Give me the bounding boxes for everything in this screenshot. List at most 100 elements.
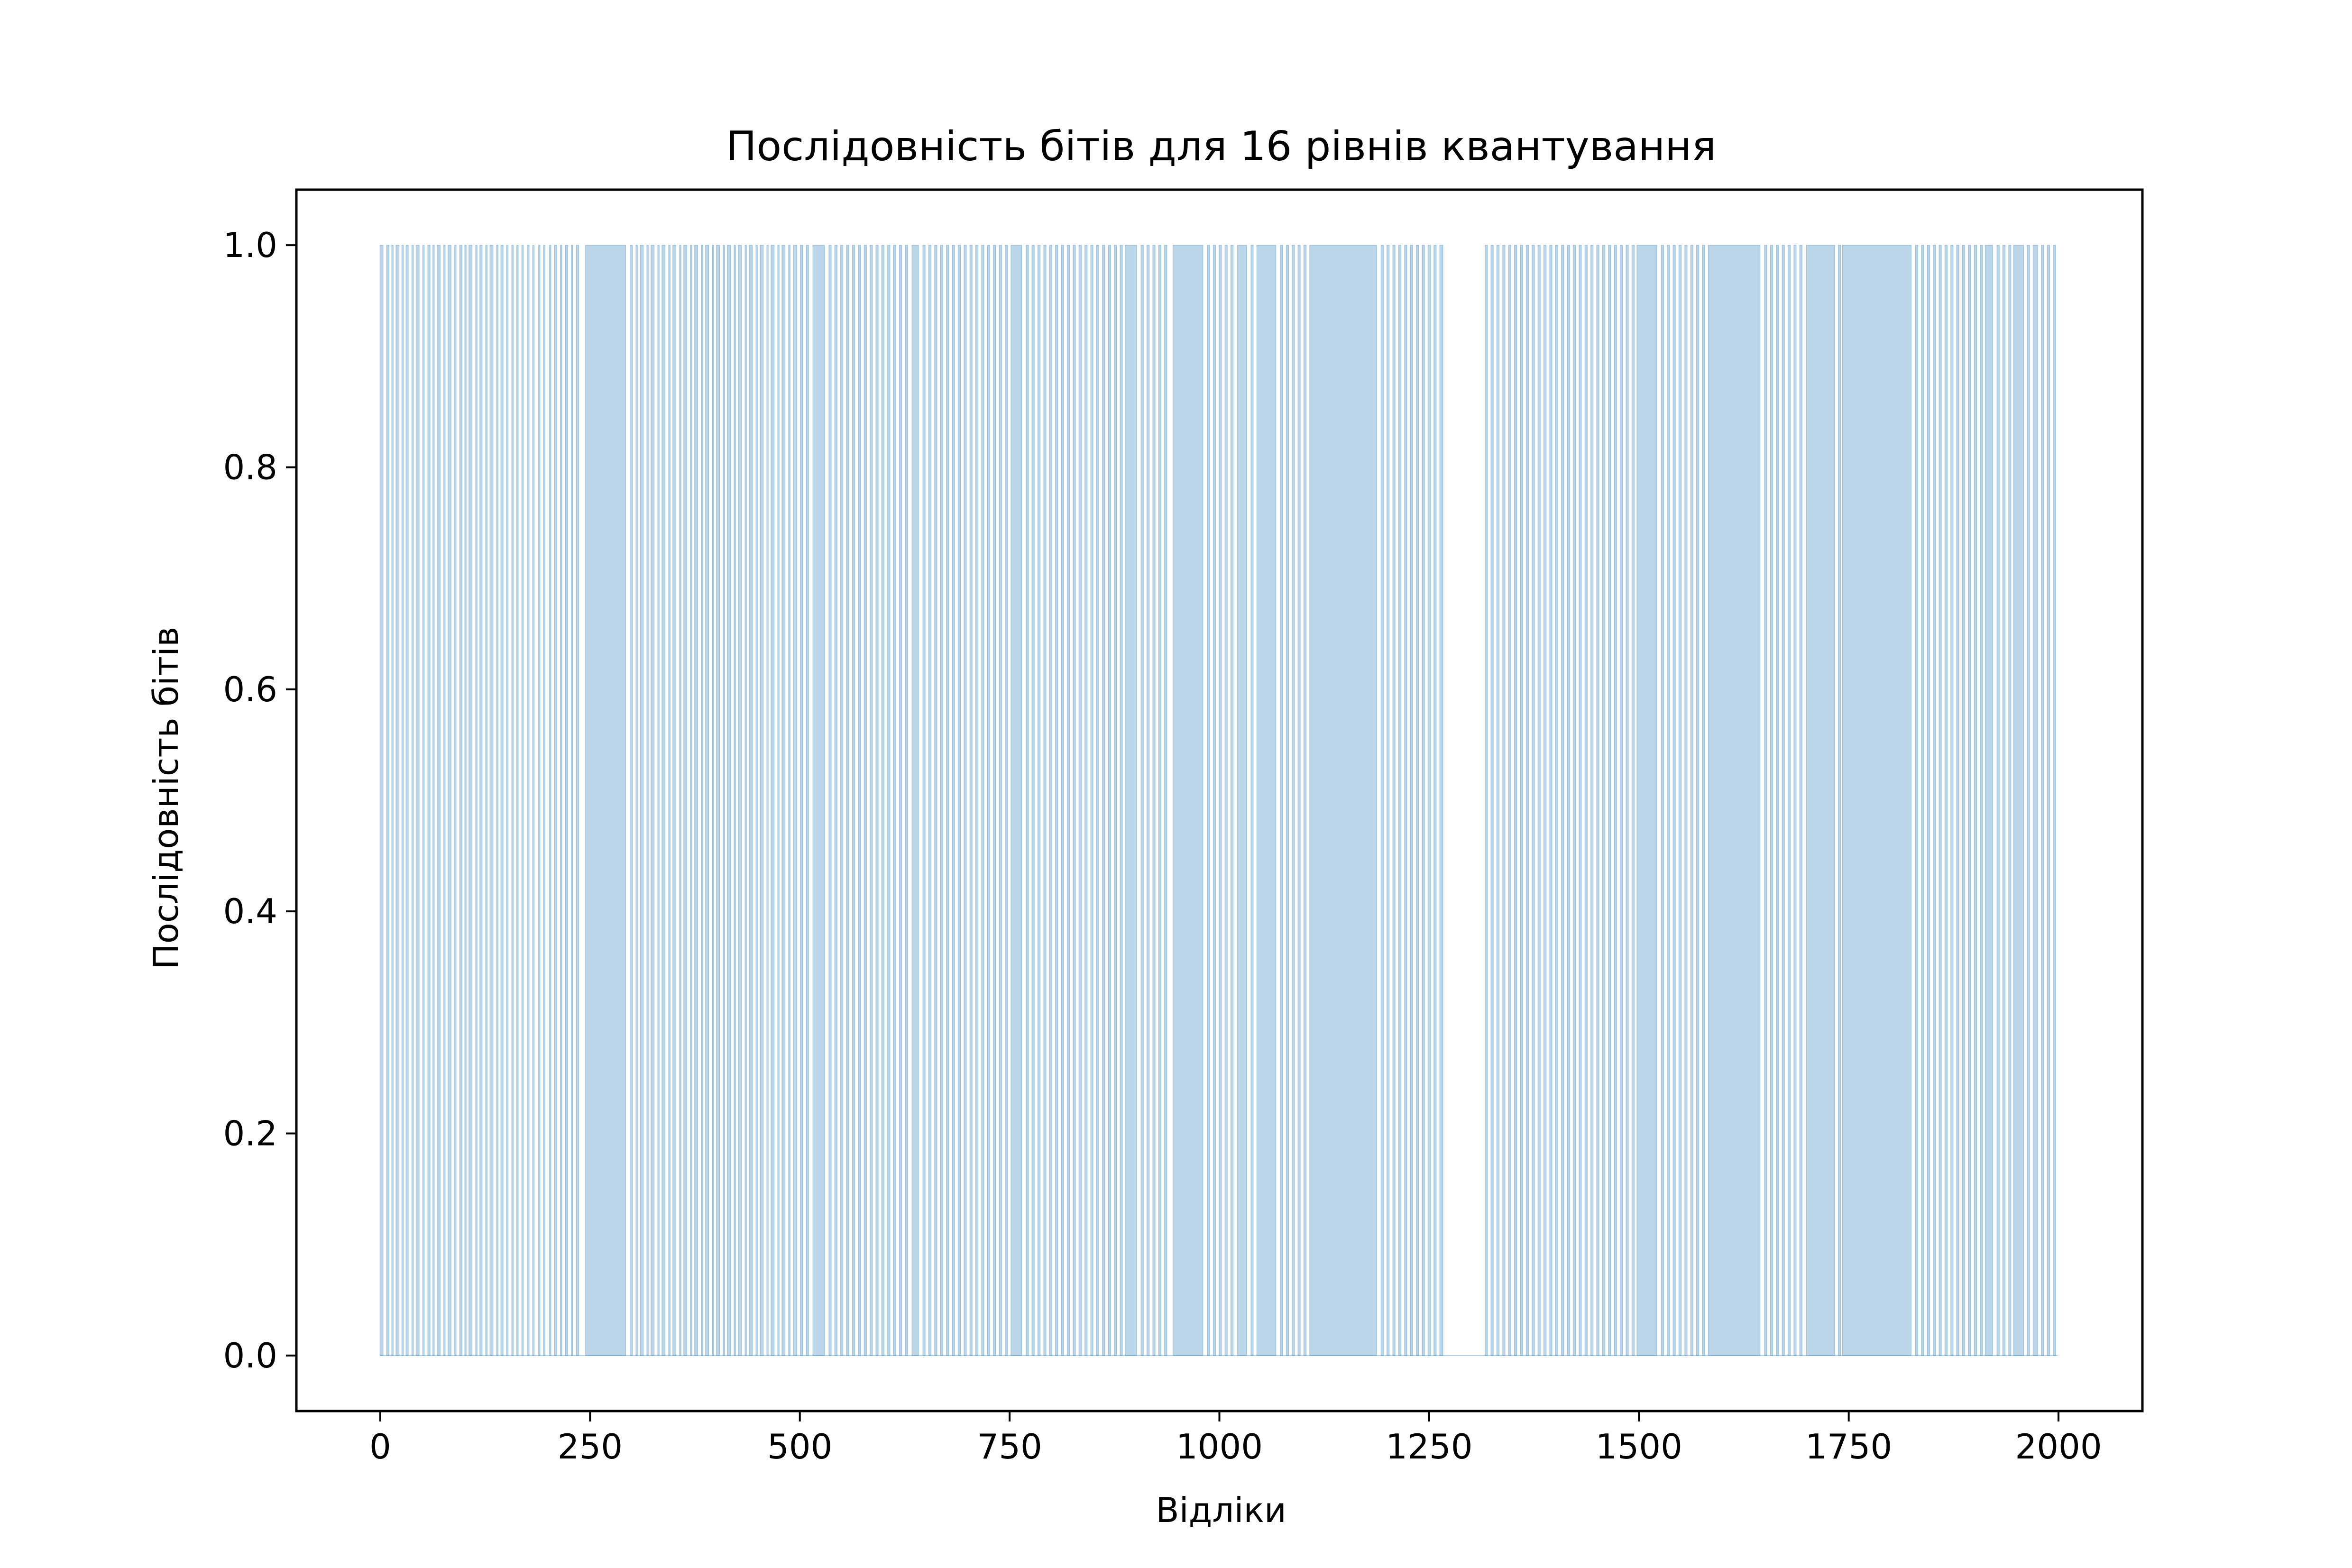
- bar-run-136: [1280, 245, 1283, 1356]
- bar-run-76: [846, 245, 849, 1356]
- bar-run-97: [975, 245, 979, 1356]
- bar-run-133: [1237, 245, 1247, 1356]
- plot-frame: [295, 188, 2144, 1412]
- bar-run-85: [899, 245, 902, 1356]
- x-axis-label: Відліки: [1156, 1490, 1286, 1530]
- bar-run-102: [1005, 245, 1008, 1356]
- bar-run-22: [496, 245, 498, 1356]
- bar-run-195: [1799, 245, 1802, 1356]
- bar-run-120: [1120, 245, 1123, 1356]
- bar-run-21: [489, 245, 494, 1356]
- bar-run-181: [1667, 245, 1670, 1356]
- bar-run-94: [957, 245, 961, 1356]
- bar-run-170: [1584, 245, 1588, 1356]
- bar-run-151: [1433, 245, 1437, 1356]
- bar-run-135: [1256, 245, 1277, 1356]
- bar-run-104: [1026, 245, 1029, 1356]
- bar-run-166: [1561, 245, 1564, 1356]
- bar-run-56: [723, 245, 725, 1356]
- bar-run-5: [405, 245, 409, 1356]
- bar-run-72: [812, 245, 825, 1356]
- bar-run-168: [1572, 245, 1576, 1356]
- bar-run-210: [1980, 245, 1983, 1356]
- bar-run-89: [928, 245, 932, 1356]
- bar-run-73: [828, 245, 832, 1356]
- bar-run-184: [1684, 245, 1688, 1356]
- bar-run-49: [683, 245, 688, 1356]
- bar-run-207: [1962, 245, 1966, 1356]
- bar-run-165: [1555, 245, 1558, 1356]
- bar-run-180: [1661, 245, 1664, 1356]
- bar-run-140: [1303, 245, 1307, 1356]
- bar-run-7: [415, 245, 420, 1356]
- bar-run-69: [793, 245, 797, 1356]
- bar-run-144: [1392, 245, 1396, 1356]
- bar-run-83: [887, 245, 891, 1356]
- x-tick-label: 0: [369, 1427, 391, 1467]
- bar-run-164: [1549, 245, 1553, 1356]
- bar-run-37: [576, 245, 579, 1356]
- bar-run-84: [893, 245, 896, 1356]
- bar-run-212: [1996, 245, 2000, 1356]
- bar-run-189: [1764, 245, 1767, 1356]
- bar-run-14: [454, 245, 457, 1356]
- bar-run-193: [1787, 245, 1791, 1356]
- x-tick-label: 1000: [1176, 1427, 1263, 1467]
- bar-run-220: [2053, 245, 2056, 1356]
- bar-run-149: [1422, 245, 1425, 1356]
- bar-run-211: [1984, 245, 1993, 1356]
- bar-run-20: [485, 245, 487, 1356]
- bar-run-178: [1631, 245, 1635, 1356]
- bar-run-105: [1031, 245, 1035, 1356]
- bar-run-0: [379, 245, 384, 1356]
- bar-run-18: [475, 245, 478, 1356]
- bar-run-66: [777, 245, 780, 1356]
- bar-run-79: [864, 245, 867, 1356]
- bar-run-42: [646, 245, 649, 1356]
- bar-run-200: [1921, 245, 1924, 1356]
- bar-run-52: [701, 245, 703, 1356]
- bar-run-96: [969, 245, 973, 1356]
- bar-run-81: [875, 245, 879, 1356]
- bar-run-39: [629, 245, 633, 1356]
- bar-run-121: [1125, 245, 1137, 1356]
- bar-run-51: [694, 245, 698, 1356]
- y-tick-label: 0.8: [223, 447, 277, 487]
- bar-run-98: [981, 245, 984, 1356]
- bar-run-30: [538, 245, 541, 1356]
- bar-run-167: [1567, 245, 1570, 1356]
- bar-run-169: [1579, 245, 1582, 1356]
- bar-run-150: [1427, 245, 1431, 1356]
- bar-run-124: [1152, 245, 1156, 1356]
- bar-run-27: [521, 245, 524, 1356]
- bar-run-192: [1782, 245, 1785, 1356]
- y-tick-label: 0.2: [223, 1114, 277, 1154]
- bar-run-26: [516, 245, 519, 1356]
- bar-run-55: [716, 245, 720, 1356]
- bar-run-99: [987, 245, 990, 1356]
- bar-run-186: [1696, 245, 1700, 1356]
- bar-run-205: [1950, 245, 1954, 1356]
- bar-run-35: [565, 245, 568, 1356]
- bar-run-70: [800, 245, 803, 1356]
- bar-run-175: [1614, 245, 1617, 1356]
- bar-run-64: [766, 245, 769, 1356]
- bar-run-116: [1096, 245, 1099, 1356]
- bar-run-12: [443, 245, 446, 1356]
- bar-run-196: [1806, 245, 1835, 1356]
- bar-run-82: [881, 245, 885, 1356]
- bar-run-158: [1514, 245, 1517, 1356]
- x-tick-label: 2000: [2015, 1427, 2102, 1467]
- bar-run-8: [422, 245, 425, 1356]
- bar-run-112: [1073, 245, 1076, 1356]
- bar-run-117: [1102, 245, 1105, 1356]
- bar-run-67: [781, 245, 786, 1356]
- bar-run-1: [386, 245, 390, 1356]
- bar-run-128: [1207, 245, 1210, 1356]
- bar-run-160: [1525, 245, 1529, 1356]
- x-tick-label: 1750: [1805, 1427, 1892, 1467]
- bar-run-88: [922, 245, 926, 1356]
- bar-run-146: [1404, 245, 1407, 1356]
- bar-run-154: [1490, 245, 1494, 1356]
